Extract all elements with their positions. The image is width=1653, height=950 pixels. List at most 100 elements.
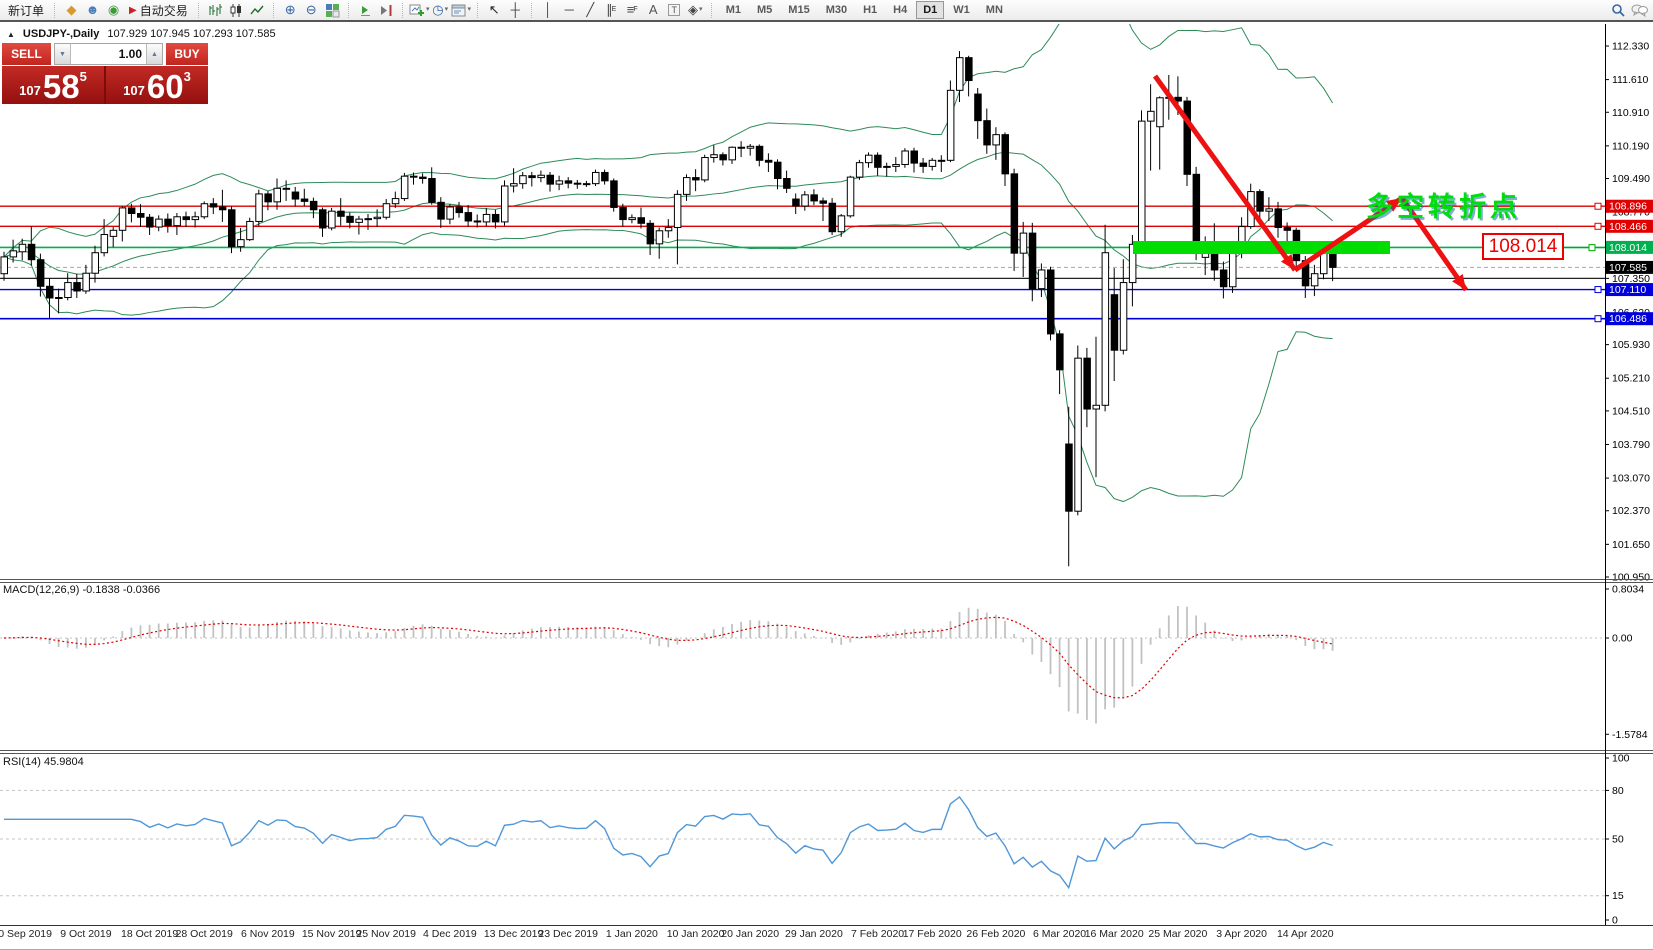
equidistant-channel-icon[interactable]: ∥ E [606, 2, 617, 17]
svg-text:16 Mar 2020: 16 Mar 2020 [1085, 928, 1144, 940]
svg-text:15 Nov 2019: 15 Nov 2019 [302, 928, 362, 940]
svg-text:28 Oct 2019: 28 Oct 2019 [176, 928, 233, 940]
timeframe-w1[interactable]: W1 [953, 4, 970, 16]
volume-increase-button[interactable]: ▲ [146, 44, 162, 64]
price-axis: 112.330111.610110.910110.190109.490108.7… [1605, 41, 1653, 927]
timeframe-h4[interactable]: H4 [893, 4, 908, 16]
zigzag-arrow [1293, 195, 1404, 273]
support-zone-bar [1133, 241, 1390, 254]
svg-text:111.610: 111.610 [1612, 74, 1649, 86]
zoom-out-icon[interactable]: ⊖ [305, 2, 317, 17]
svg-text:100: 100 [1612, 753, 1630, 765]
timeframe-m1[interactable]: M1 [725, 4, 742, 16]
chart-window-icon[interactable]: ◆ [66, 2, 77, 17]
volume-stepper: ▼ 1.00 ▲ [54, 43, 163, 65]
tile-windows-icon[interactable] [322, 3, 343, 18]
volume-input[interactable]: 1.00 [118, 47, 142, 61]
sell-button[interactable]: SELL [2, 43, 51, 65]
trendline-icon[interactable]: ╱ [586, 2, 595, 17]
periods-icon[interactable]: ◷ ▾ [432, 2, 449, 17]
symbol-arrow-icon: ▲ [7, 29, 15, 39]
text-icon[interactable]: A [648, 2, 658, 17]
pane-borders [0, 24, 1653, 926]
volume-decrease-button[interactable]: ▼ [55, 44, 71, 64]
toolbar-separator [272, 2, 275, 18]
fibonacci-icon[interactable]: ≡ F [626, 2, 638, 17]
toolbar-separator [197, 2, 200, 18]
svg-text:105.210: 105.210 [1612, 373, 1650, 385]
svg-text:-1.5784: -1.5784 [1612, 729, 1648, 741]
text-label-icon[interactable]: T [664, 4, 685, 16]
crosshair-icon[interactable]: ┼ [510, 2, 520, 17]
svg-text:108.466: 108.466 [1609, 221, 1647, 233]
svg-text:15: 15 [1612, 890, 1624, 902]
svg-text:110.190: 110.190 [1612, 140, 1649, 152]
signals-icon[interactable]: ◉ [107, 2, 120, 17]
timeframe-m30[interactable]: M30 [825, 4, 848, 16]
price-badge [1606, 260, 1653, 274]
svg-text:29 Jan 2020: 29 Jan 2020 [785, 928, 843, 940]
price-badge [1606, 199, 1653, 213]
candlestick-chart-icon[interactable] [226, 3, 247, 18]
buy-price[interactable]: 107 60 3 [123, 67, 191, 105]
search-icon[interactable] [1608, 3, 1629, 18]
svg-text:103.070: 103.070 [1612, 473, 1650, 485]
bar-chart-icon[interactable] [205, 3, 226, 18]
svg-text:30 Sep 2019: 30 Sep 2019 [0, 928, 52, 940]
svg-text:101.650: 101.650 [1612, 539, 1650, 551]
svg-text:108.014: 108.014 [1609, 242, 1647, 254]
timeframe-m5[interactable]: M5 [757, 4, 773, 16]
toolbar-separator [710, 2, 713, 18]
vertical-line-icon[interactable]: │ [544, 2, 553, 17]
svg-text:50: 50 [1612, 834, 1624, 846]
svg-text:0.8034: 0.8034 [1612, 583, 1644, 595]
timeframe-d1[interactable]: D1 [916, 1, 945, 19]
arrows-icon[interactable]: ◈ ▾ [687, 2, 703, 17]
chat-icon[interactable] [1629, 3, 1650, 18]
profile-icon[interactable]: ☻ [85, 2, 100, 17]
buy-button[interactable]: BUY [166, 43, 208, 65]
rsi-pane [0, 789, 1605, 897]
zigzag-arrow [1152, 74, 1298, 272]
timeframe-h1[interactable]: H1 [863, 4, 878, 16]
price-badge [1606, 283, 1653, 297]
svg-text:1 Jan 2020: 1 Jan 2020 [606, 928, 658, 940]
templates-icon[interactable]: ▾ [451, 1, 472, 19]
zoom-in-icon[interactable]: ⊕ [284, 2, 296, 17]
line-chart-icon[interactable] [247, 3, 268, 18]
svg-text:9 Oct 2019: 9 Oct 2019 [60, 928, 112, 940]
svg-text:100.950: 100.950 [1612, 572, 1650, 584]
horizontal-line-icon[interactable]: ─ [564, 2, 574, 17]
zigzag-arrow [1399, 196, 1469, 292]
svg-text:108.896: 108.896 [1609, 201, 1647, 213]
svg-text:0: 0 [1612, 915, 1618, 927]
svg-text:104.510: 104.510 [1612, 405, 1650, 417]
new-chart-icon[interactable]: ▾ [409, 1, 430, 19]
svg-text:25 Nov 2019: 25 Nov 2019 [356, 928, 416, 940]
one-click-trade-panel: SELL ▼ 1.00 ▲ BUY 107 58 5 107 60 3 [2, 43, 208, 104]
toolbar-separator [530, 2, 533, 18]
autotrade-button[interactable]: ▶ 自动交易 [129, 3, 188, 18]
svg-text:26 Feb 2020: 26 Feb 2020 [966, 928, 1025, 940]
timeframe-mn[interactable]: MN [985, 4, 1003, 16]
svg-text:105.930: 105.930 [1612, 339, 1650, 351]
svg-text:6 Nov 2019: 6 Nov 2019 [241, 928, 295, 940]
toolbar-separator [347, 2, 350, 18]
toolbar: 新订单 ◆ ☻ ◉ ▶ 自动交易 ⊕ ⊖ ▾ ◷ ▾ ▾ ↖ ┼ │ ─ ╱ ∥ E ≡ F A T ◈ ▾ M1 M5 M15 M30… [0, 0, 1653, 22]
new-order-button[interactable]: 新订单 [8, 3, 45, 18]
svg-text:106.486: 106.486 [1609, 313, 1647, 325]
svg-text:103.790: 103.790 [1612, 439, 1650, 451]
chart-title: ▲ USDJPY-,Daily 107.929 107.945 107.293 … [7, 28, 276, 40]
chart-shift-icon[interactable] [376, 3, 397, 18]
svg-text:110.910: 110.910 [1612, 107, 1649, 119]
sell-price[interactable]: 107 58 5 [2, 66, 106, 104]
toolbar-separator [476, 2, 479, 18]
svg-text:107.110: 107.110 [1609, 284, 1646, 296]
timeframe-m15[interactable]: M15 [788, 4, 810, 16]
svg-text:107.585: 107.585 [1609, 262, 1647, 274]
cursor-icon[interactable]: ↖ [488, 2, 500, 17]
auto-scroll-icon[interactable] [355, 3, 376, 18]
svg-text:20 Jan 2020: 20 Jan 2020 [721, 928, 779, 940]
main-pane [0, 24, 1605, 567]
